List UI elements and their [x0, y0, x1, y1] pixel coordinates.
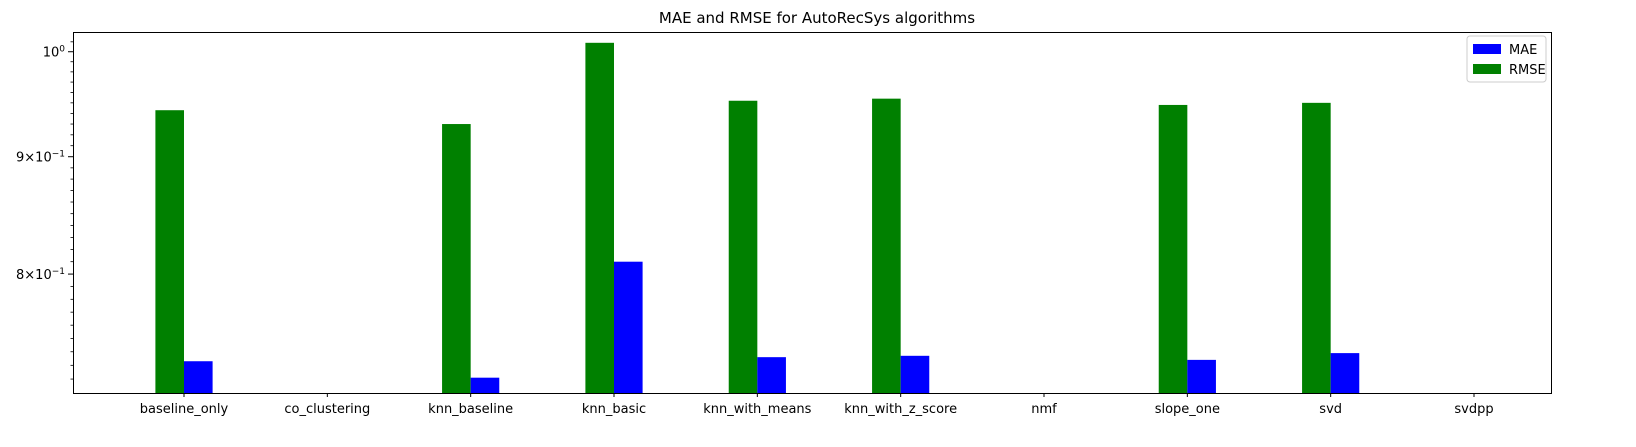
x-tick-label: knn_baseline [428, 402, 513, 417]
chart-title: MAE and RMSE for AutoRecSys algorithms [659, 9, 975, 27]
bar-mae-knn_with_z_score [900, 355, 930, 393]
legend-label-mae: MAE [1509, 43, 1537, 58]
legend: MAE RMSE [1466, 35, 1547, 83]
bar-mae-knn_with_means [757, 357, 786, 393]
y-tick-label: 100 [43, 45, 66, 61]
bar-rmse-knn_with_means [728, 100, 758, 394]
bar-mae-svd [1330, 353, 1360, 393]
bar-rmse-knn_basic [585, 42, 614, 393]
plot-frame [73, 32, 1552, 394]
bar-mae-knn_basic [614, 261, 643, 393]
legend-swatch-rmse [1473, 64, 1501, 74]
legend-swatch-mae [1473, 44, 1501, 54]
x-tick-label: knn_with_means [703, 402, 811, 417]
x-tick-label: slope_one [1155, 402, 1220, 417]
bar-rmse-knn_with_z_score [872, 98, 901, 393]
x-tick-label: knn_basic [582, 402, 646, 417]
bar-mae-slope_one [1187, 359, 1216, 393]
x-tick-label: baseline_only [140, 402, 229, 417]
x-tick-label: nmf [1031, 402, 1057, 417]
x-tick-label: knn_with_z_score [844, 402, 957, 417]
x-tick-label: co_clustering [284, 402, 370, 417]
x-tick-label: svdpp [1454, 402, 1493, 417]
legend-label-rmse: RMSE [1509, 63, 1546, 78]
bar-mae-knn_baseline [470, 377, 500, 393]
bar-rmse-svd [1302, 102, 1331, 393]
bar-rmse-slope_one [1158, 104, 1188, 393]
x-tick-label: svd [1319, 402, 1342, 417]
axes-layer: baseline_only co_clustering knn_baseline kn… [16, 32, 1552, 417]
bar-rmse-baseline_only [155, 110, 184, 393]
bar-mae-baseline_only [184, 361, 213, 393]
bars-layer [155, 42, 1360, 394]
y-tick-label: 9×10−1 [16, 150, 65, 166]
bar-rmse-knn_baseline [442, 124, 471, 393]
y-tick-label: 8×10−1 [16, 267, 65, 283]
